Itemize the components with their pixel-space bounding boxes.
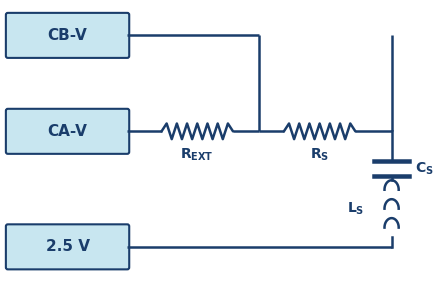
FancyBboxPatch shape (6, 109, 129, 154)
Text: $\mathbf{R_{EXT}}$: $\mathbf{R_{EXT}}$ (180, 147, 214, 163)
Text: CB-V: CB-V (48, 28, 87, 43)
Text: $\mathbf{L_S}$: $\mathbf{L_S}$ (346, 200, 363, 217)
Text: 2.5 V: 2.5 V (46, 239, 89, 254)
Text: $\mathbf{R_S}$: $\mathbf{R_S}$ (309, 147, 329, 163)
FancyBboxPatch shape (6, 13, 129, 58)
Text: CA-V: CA-V (47, 124, 87, 139)
Text: $\mathbf{C_S}$: $\mathbf{C_S}$ (414, 160, 433, 177)
FancyBboxPatch shape (6, 224, 129, 269)
